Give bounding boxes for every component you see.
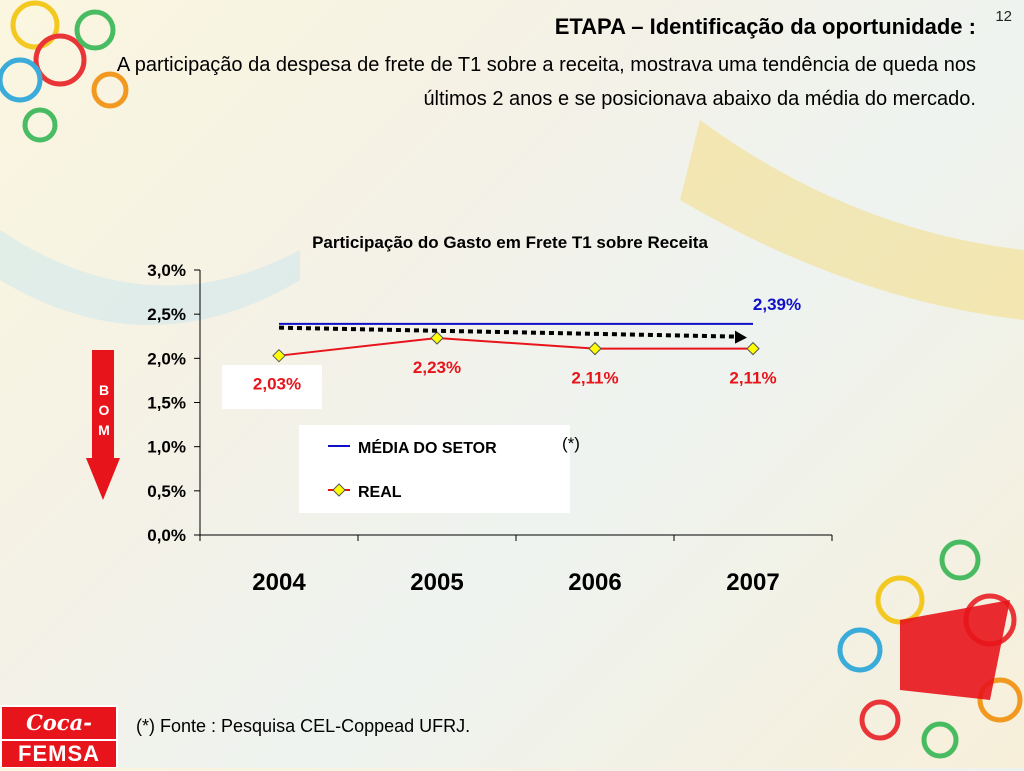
page-number: 12: [995, 8, 1012, 25]
legend-label-real: REAL: [358, 484, 402, 501]
x-tick-label: 2007: [726, 569, 779, 596]
data-point: [272, 348, 286, 363]
bom-label: B O M: [96, 380, 112, 440]
data-point: [430, 331, 444, 345]
label-background: [222, 365, 322, 409]
legend-marker-real: [332, 483, 346, 497]
data-label: 2,11%: [729, 369, 776, 388]
data-label: 2,03%: [253, 375, 301, 394]
x-tick-label: 2004: [252, 569, 306, 596]
legend-note: (*): [562, 434, 580, 453]
legend-label-media: MÉDIA DO SETOR: [358, 438, 497, 457]
y-tick-label: 1,5%: [147, 394, 186, 413]
data-label: 2,11%: [571, 369, 618, 388]
logo-top-text: Coca-Cola: [2, 707, 116, 767]
logo-bottom-text: FEMSA: [2, 741, 116, 767]
bom-letter: M: [98, 422, 110, 438]
y-tick-label: 1,0%: [147, 438, 186, 457]
x-tick-label: 2006: [568, 569, 621, 596]
footnote: (*) Fonte : Pesquisa CEL-Coppead UFRJ.: [136, 716, 471, 736]
slide-title: ETAPA – Identificação da oportunidade :: [554, 14, 976, 39]
y-tick-label: 0,5%: [147, 482, 186, 501]
y-tick-label: 2,5%: [147, 305, 186, 324]
data-point: [588, 341, 602, 356]
bom-arrow-icon: [86, 350, 120, 500]
coca-cola-femsa-logo: Coca-Cola FEMSA: [0, 705, 118, 768]
data-label: 2,39%: [753, 295, 801, 314]
trend-arrow-line: [278, 325, 738, 339]
data-point: [746, 341, 760, 356]
chart-title: Participação do Gasto em Frete T1 sobre …: [312, 233, 708, 252]
bom-letter: O: [98, 402, 110, 418]
x-tick-label: 2005: [410, 569, 463, 596]
legend-background: [299, 425, 570, 513]
trend-arrow-head: [735, 330, 747, 344]
series-line: [278, 337, 753, 357]
y-tick-label: 0,0%: [147, 526, 186, 545]
y-tick-label: 2,0%: [147, 349, 186, 368]
y-tick-label: 3,0%: [147, 261, 186, 280]
slide-subtitle: A participação da despesa de frete de T1…: [116, 54, 976, 110]
data-label: 2,23%: [413, 358, 461, 377]
bom-letter: B: [98, 382, 110, 398]
